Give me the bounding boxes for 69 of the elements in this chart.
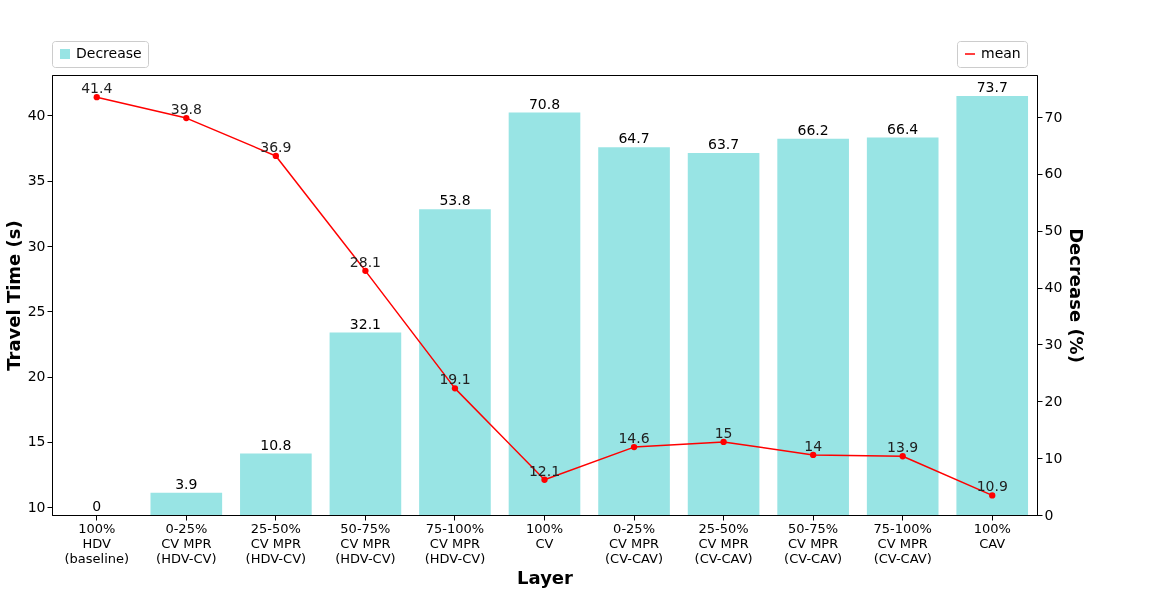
data-label: 63.7: [708, 135, 740, 152]
bar: [777, 138, 849, 515]
data-label: 39.8: [170, 101, 202, 118]
y-tick-label: 35: [27, 172, 46, 189]
x-tick-label: 25-50% CV MPR (CV-CAV): [694, 520, 753, 566]
y-tick-label: 30: [27, 237, 46, 254]
data-label: 15: [714, 424, 733, 441]
point: [989, 492, 996, 499]
x-tick-label: 25-50% CV MPR (HDV-CV): [245, 520, 307, 566]
point: [183, 114, 190, 122]
bar: [866, 137, 939, 515]
data-label: 10.9: [976, 478, 1008, 495]
legend-label: Decrease: [76, 45, 142, 61]
data-label: 14: [804, 437, 823, 454]
y-axis-title: Travel Time (s): [2, 220, 24, 371]
x-tick-label: 100% CV: [525, 520, 564, 551]
data-label: 66.2: [797, 121, 829, 138]
data-label: 64.7: [618, 130, 650, 147]
point: [451, 385, 459, 392]
bar: [329, 332, 402, 515]
bar: [956, 96, 1029, 515]
x-tick-label: 0-25% CV MPR (HDV-CV): [156, 520, 217, 566]
y-tick-label: 25: [27, 302, 46, 319]
y2-tick-label: 40: [1044, 279, 1063, 296]
point: [93, 94, 100, 101]
y2-tick-label: 10: [1044, 449, 1063, 466]
data-label: 70.8: [528, 95, 561, 112]
x-axis-title: Layer: [517, 566, 574, 588]
x-tick-label: 75-100% CV MPR (CV-CAV): [873, 520, 932, 566]
y-tick-label: 20: [27, 368, 46, 385]
legend-label: mean: [981, 45, 1021, 61]
x-tick-label: 0-25% CV MPR (CV-CAV): [605, 520, 664, 566]
y2-tick-label: 60: [1044, 165, 1063, 182]
data-label: 13.9: [887, 439, 919, 456]
bar: [508, 112, 581, 515]
bar: [150, 492, 223, 515]
bar: [687, 152, 760, 515]
y-tick-label: 15: [27, 433, 46, 450]
y2-tick-label: 70: [1044, 108, 1063, 125]
data-label: 73.7: [976, 79, 1008, 96]
y2-tick-label: 50: [1044, 222, 1063, 239]
data-label: 36.9: [260, 138, 292, 155]
data-label: 3.9: [175, 475, 198, 492]
data-label: 10.8: [260, 436, 292, 453]
x-tick-label: 100% CAV: [973, 520, 1011, 551]
x-tick-label: 100% HDV (baseline): [64, 520, 130, 566]
point: [630, 443, 638, 451]
data-label: 32.1: [349, 315, 381, 332]
bar: [598, 147, 670, 515]
y2-tick-label: 20: [1044, 392, 1063, 409]
x-tick-label: 50-75% CV MPR (CV-CAV): [784, 520, 843, 566]
point: [809, 451, 817, 459]
x-tick-label: 50-75% CV MPR (HDV-CV): [335, 520, 396, 566]
y2-tick-label: 30: [1044, 335, 1063, 352]
y2-axis-title: Decrease (%): [1066, 228, 1088, 363]
bar: [419, 209, 491, 515]
y-tick-label: 40: [27, 106, 46, 123]
data-label: 41.4: [81, 80, 113, 97]
y-tick-label: 10: [27, 498, 46, 515]
data-label: 14.6: [618, 430, 650, 447]
point: [720, 438, 727, 446]
point: [272, 152, 280, 160]
data-label: 53.8: [439, 192, 471, 209]
x-tick-label: 75-100% CV MPR (HDV-CV): [424, 520, 486, 566]
data-label: 66.4: [887, 120, 919, 137]
point: [899, 453, 906, 460]
y2-tick-label: 0: [1044, 506, 1054, 523]
bar: [240, 453, 312, 515]
data-label: 0: [92, 498, 102, 514]
